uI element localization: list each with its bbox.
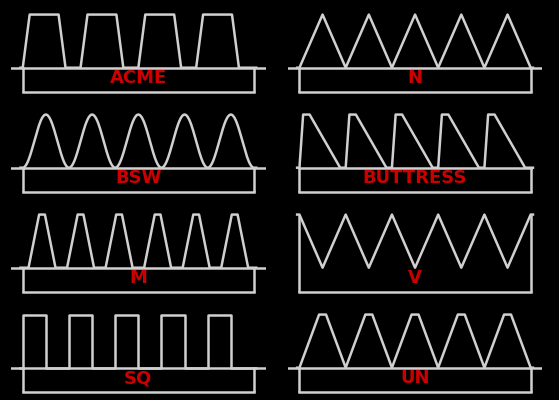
Text: BSW: BSW <box>115 169 162 187</box>
Text: UN: UN <box>400 369 430 387</box>
Text: ACME: ACME <box>110 69 167 87</box>
Text: M: M <box>130 269 147 287</box>
Text: N: N <box>408 69 423 87</box>
Text: BUTTRESS: BUTTRESS <box>363 169 467 187</box>
Text: SQ: SQ <box>124 369 153 387</box>
Text: V: V <box>408 269 422 287</box>
